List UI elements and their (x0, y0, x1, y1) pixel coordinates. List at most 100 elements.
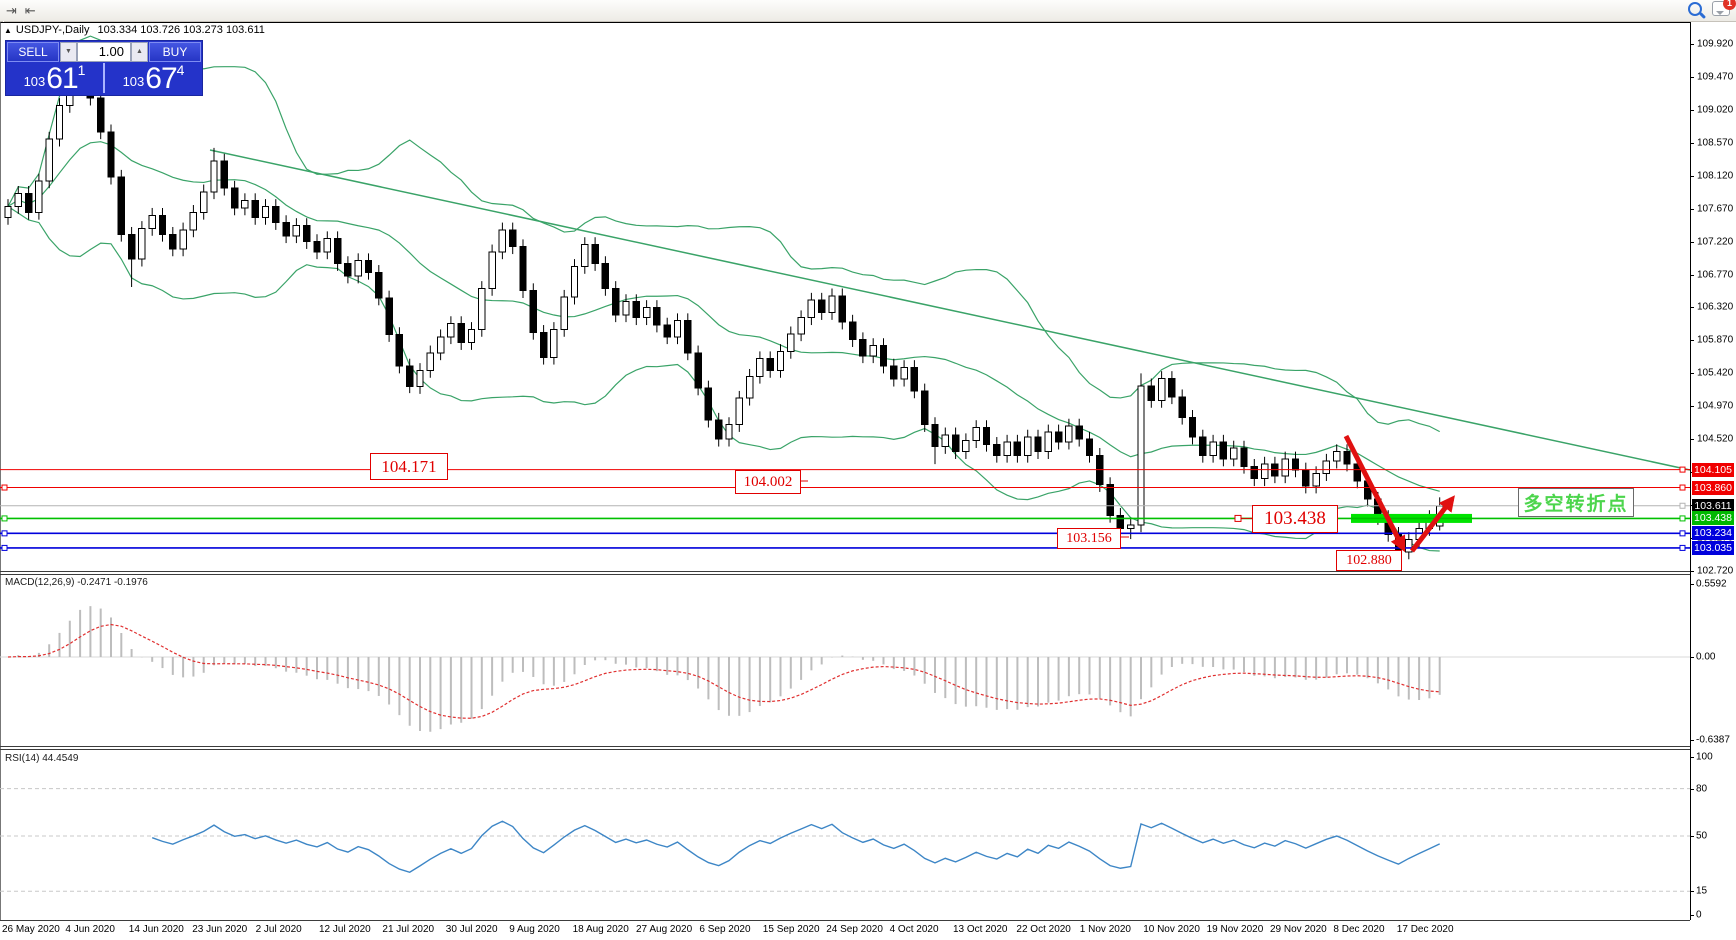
volume-input[interactable]: 1.00 (77, 42, 131, 62)
candle-body (467, 328, 476, 344)
search-icon[interactable] (1688, 1, 1702, 16)
candle-body (333, 238, 342, 265)
candle-body (900, 366, 908, 380)
candle-body (550, 328, 558, 358)
price-label-102.880[interactable]: 102.880 (1336, 550, 1402, 571)
candle-body (1034, 436, 1042, 453)
candle-body (807, 299, 816, 319)
candle-body (529, 290, 537, 333)
candle-body (632, 301, 640, 319)
date-label: 10 Nov 2020 (1143, 924, 1200, 935)
line-handle (1679, 502, 1686, 509)
price-tick-mark (1690, 406, 1694, 408)
date-label: 13 Oct 2020 (953, 924, 1008, 935)
candle-body (828, 295, 836, 314)
candle-body (107, 131, 115, 178)
candle-body (1199, 436, 1207, 456)
price-tick-mark (1690, 340, 1694, 342)
candle-body (1343, 451, 1351, 465)
bid-price[interactable]: 103 61 1 (6, 62, 105, 95)
candle-body (45, 138, 53, 182)
date-label: 15 Sep 2020 (762, 924, 820, 935)
symbol-ohlc: 103.334 103.726 103.273 103.611 (97, 24, 265, 36)
candle-body (35, 180, 43, 213)
sell-button[interactable]: SELL (7, 42, 59, 62)
ask-price[interactable]: 103 67 4 (105, 63, 202, 94)
pane-separator[interactable] (0, 749, 1690, 750)
bollinger-upper (7, 35, 1440, 433)
candle-body (1281, 458, 1289, 477)
rsi-tick-mark (1690, 836, 1694, 837)
date-label: 8 Dec 2020 (1333, 924, 1385, 935)
toolbar-right: 1 (1688, 0, 1736, 16)
chat-icon[interactable]: 1 (1712, 0, 1736, 16)
trend-arrow (1410, 495, 1455, 553)
rsi-tick-label: 15 (1696, 885, 1708, 897)
candle-body (148, 214, 156, 229)
rsi-tick-mark (1690, 891, 1694, 893)
price-tick-label: 109.470 (1697, 71, 1734, 83)
chart-area[interactable] (0, 22, 1690, 920)
note-label[interactable]: 多空转折点 (1518, 488, 1634, 517)
candle-body (364, 260, 373, 273)
bid-prefix: 103 (23, 74, 46, 89)
line-handle (1679, 544, 1686, 551)
pane-separator[interactable] (0, 746, 1690, 747)
rsi-tick-label: 80 (1696, 783, 1708, 795)
candle-body (1260, 463, 1269, 480)
price-label-103.156[interactable]: 103.156 (1057, 528, 1121, 549)
notification-badge: 1 (1723, 0, 1736, 10)
candle-body (158, 214, 167, 235)
collapse-triangle-icon[interactable]: ▲ (4, 25, 12, 35)
candle-body (416, 369, 424, 388)
candle-body (1065, 425, 1073, 443)
candle-body (1116, 514, 1125, 530)
candle-body (1044, 431, 1052, 453)
candle-body (962, 440, 970, 453)
candle-body (951, 434, 960, 453)
candle-body (426, 352, 435, 371)
volume-increase-button[interactable]: ▲ (131, 42, 148, 62)
candle-body (972, 427, 980, 442)
candle-body (210, 160, 218, 193)
price-label-104.171[interactable]: 104.171 (370, 453, 448, 480)
volume-decrease-button[interactable]: ▼ (60, 42, 77, 62)
price-tick-mark (1690, 175, 1694, 177)
pane-separator[interactable] (0, 571, 1690, 572)
candle-body (4, 205, 12, 218)
candle-body (1024, 436, 1032, 456)
candle-body (1333, 451, 1341, 462)
auto-scroll-icon[interactable]: ⇥ (2, 2, 21, 19)
price-tick-label: 102.720 (1697, 565, 1734, 577)
candle-body (344, 263, 352, 277)
candle-body (323, 238, 332, 253)
candle-body (838, 295, 846, 323)
buy-button[interactable]: BUY (149, 42, 201, 62)
candle-body (1405, 538, 1413, 553)
candle-body (1075, 425, 1083, 440)
macd-tick-mark (1690, 740, 1694, 742)
candle-body (642, 306, 651, 319)
pane-separator[interactable] (0, 574, 1690, 575)
price-tick-mark (1690, 142, 1694, 144)
candle-body (570, 265, 579, 298)
date-label: 4 Jun 2020 (65, 924, 115, 935)
candle-body (890, 365, 898, 380)
line-handle (1, 515, 8, 522)
price-label-103.438[interactable]: 103.438 (1252, 505, 1338, 533)
chart-shift-icon: ⇤ (24, 3, 36, 18)
candle-body (1219, 441, 1228, 460)
candle-body (601, 263, 610, 289)
candle-body (230, 187, 239, 209)
rsi-tick-label: 50 (1696, 830, 1708, 842)
chart-shift-icon[interactable]: ⇤ (21, 2, 40, 19)
bollinger-middle (7, 141, 1440, 492)
price-label-104.002[interactable]: 104.002 (735, 470, 801, 494)
price-axis-border (1690, 22, 1691, 920)
bid-big: 61 (46, 62, 78, 95)
date-label: 26 May 2020 (2, 924, 60, 935)
date-label: 4 Oct 2020 (889, 924, 939, 935)
price-tick-label: 104.520 (1697, 433, 1734, 445)
candle-body (261, 205, 270, 218)
